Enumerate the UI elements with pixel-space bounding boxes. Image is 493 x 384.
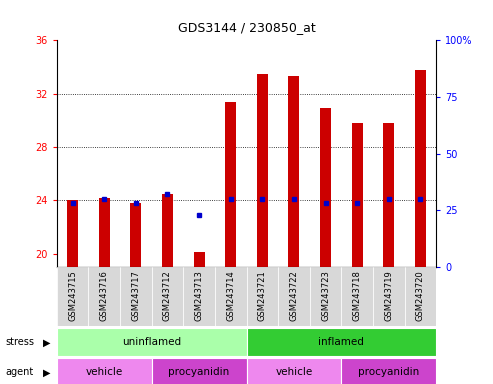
Bar (215, 267, 246, 326)
Bar (246, 328, 436, 356)
Text: inflamed: inflamed (318, 337, 364, 348)
Text: GSM243719: GSM243719 (385, 270, 393, 321)
Text: procyanidin: procyanidin (169, 367, 230, 377)
Text: procyanidin: procyanidin (358, 367, 420, 377)
Bar (194, 252, 205, 267)
Bar (120, 267, 152, 326)
Text: GSM243717: GSM243717 (131, 270, 141, 321)
Bar (415, 70, 426, 267)
Bar (310, 267, 341, 326)
Bar (152, 267, 183, 326)
Text: GSM243716: GSM243716 (100, 270, 108, 321)
Text: GSM243718: GSM243718 (352, 270, 362, 321)
Text: GSM243722: GSM243722 (289, 270, 298, 321)
Text: vehicle: vehicle (275, 367, 313, 377)
Bar (373, 267, 405, 326)
Text: GSM243723: GSM243723 (321, 270, 330, 321)
Bar (384, 123, 394, 267)
Bar (57, 328, 246, 356)
Text: ▶: ▶ (43, 367, 51, 377)
Bar (152, 358, 246, 384)
Bar (57, 358, 152, 384)
Text: ▶: ▶ (43, 337, 51, 348)
Text: GSM243713: GSM243713 (195, 270, 204, 321)
Text: GSM243715: GSM243715 (68, 270, 77, 321)
Text: GSM243721: GSM243721 (258, 270, 267, 321)
Bar (246, 358, 341, 384)
Bar (130, 203, 141, 267)
Bar (183, 267, 215, 326)
Text: uninflamed: uninflamed (122, 337, 181, 348)
Bar (341, 358, 436, 384)
Bar (341, 267, 373, 326)
Bar (288, 76, 299, 267)
Bar (257, 74, 268, 267)
Text: stress: stress (5, 337, 34, 348)
Text: GDS3144 / 230850_at: GDS3144 / 230850_at (177, 21, 316, 34)
Bar (57, 267, 88, 326)
Bar (246, 267, 278, 326)
Text: vehicle: vehicle (85, 367, 123, 377)
Bar (352, 123, 363, 267)
Bar (405, 267, 436, 326)
Bar (99, 198, 109, 267)
Text: GSM243720: GSM243720 (416, 270, 425, 321)
Bar (278, 267, 310, 326)
Bar (88, 267, 120, 326)
Bar (162, 194, 173, 267)
Text: GSM243712: GSM243712 (163, 270, 172, 321)
Bar (225, 102, 236, 267)
Text: GSM243714: GSM243714 (226, 270, 235, 321)
Text: agent: agent (5, 367, 33, 377)
Bar (67, 200, 78, 267)
Bar (320, 108, 331, 267)
